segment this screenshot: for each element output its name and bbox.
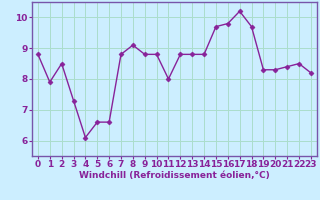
X-axis label: Windchill (Refroidissement éolien,°C): Windchill (Refroidissement éolien,°C) xyxy=(79,171,270,180)
